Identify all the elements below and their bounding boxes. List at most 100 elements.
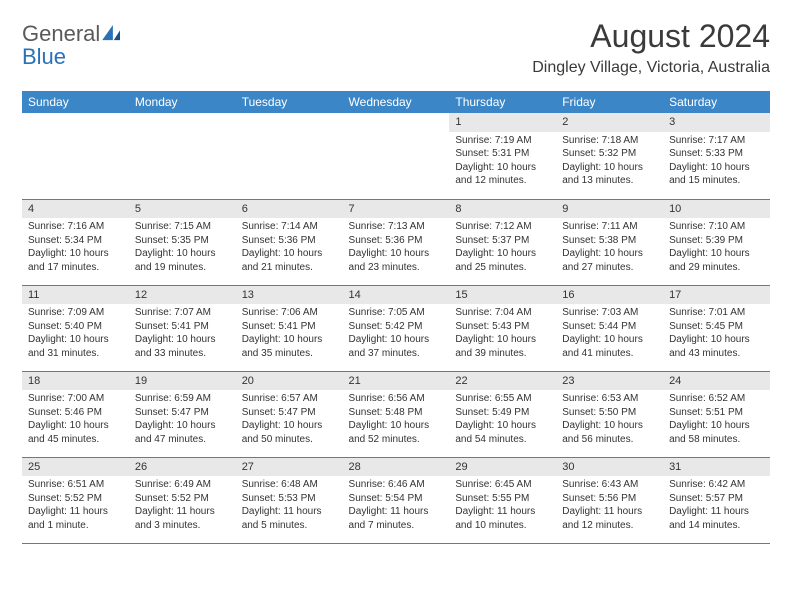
calendar-day-cell: 13Sunrise: 7:06 AMSunset: 5:41 PMDayligh… xyxy=(236,285,343,371)
day-dl2: and 10 minutes. xyxy=(455,519,550,533)
day-dl2: and 19 minutes. xyxy=(135,261,230,275)
day-dl2: and 7 minutes. xyxy=(349,519,444,533)
day-ss: Sunset: 5:37 PM xyxy=(455,234,550,248)
calendar-day-cell: 9Sunrise: 7:11 AMSunset: 5:38 PMDaylight… xyxy=(556,199,663,285)
day-details: Sunrise: 6:57 AMSunset: 5:47 PMDaylight:… xyxy=(236,390,343,450)
weekday-header: Thursday xyxy=(449,91,556,113)
day-sr: Sunrise: 7:13 AM xyxy=(349,220,444,234)
day-sr: Sunrise: 6:49 AM xyxy=(135,478,230,492)
day-number: 19 xyxy=(129,372,236,391)
day-sr: Sunrise: 7:09 AM xyxy=(28,306,123,320)
day-dl2: and 54 minutes. xyxy=(455,433,550,447)
day-dl2: and 12 minutes. xyxy=(562,519,657,533)
day-number: 13 xyxy=(236,286,343,305)
calendar-day-cell: 20Sunrise: 6:57 AMSunset: 5:47 PMDayligh… xyxy=(236,371,343,457)
calendar-day-cell xyxy=(129,113,236,199)
day-dl1: Daylight: 10 hours xyxy=(455,161,550,175)
day-ss: Sunset: 5:47 PM xyxy=(242,406,337,420)
day-dl2: and 23 minutes. xyxy=(349,261,444,275)
day-ss: Sunset: 5:55 PM xyxy=(455,492,550,506)
day-ss: Sunset: 5:57 PM xyxy=(669,492,764,506)
day-ss: Sunset: 5:54 PM xyxy=(349,492,444,506)
day-sr: Sunrise: 6:56 AM xyxy=(349,392,444,406)
day-ss: Sunset: 5:33 PM xyxy=(669,147,764,161)
weekday-header: Monday xyxy=(129,91,236,113)
day-sr: Sunrise: 6:48 AM xyxy=(242,478,337,492)
day-number: 4 xyxy=(22,200,129,219)
day-number: 12 xyxy=(129,286,236,305)
sail-icon xyxy=(102,22,122,45)
day-dl1: Daylight: 10 hours xyxy=(242,247,337,261)
day-sr: Sunrise: 6:57 AM xyxy=(242,392,337,406)
calendar-day-cell: 28Sunrise: 6:46 AMSunset: 5:54 PMDayligh… xyxy=(343,457,450,543)
calendar-week-row: 1Sunrise: 7:19 AMSunset: 5:31 PMDaylight… xyxy=(22,113,770,199)
day-dl2: and 1 minute. xyxy=(28,519,123,533)
day-dl1: Daylight: 10 hours xyxy=(455,247,550,261)
calendar-day-cell: 24Sunrise: 6:52 AMSunset: 5:51 PMDayligh… xyxy=(663,371,770,457)
calendar-day-cell: 11Sunrise: 7:09 AMSunset: 5:40 PMDayligh… xyxy=(22,285,129,371)
weekday-header: Wednesday xyxy=(343,91,450,113)
day-sr: Sunrise: 6:51 AM xyxy=(28,478,123,492)
day-details: Sunrise: 6:48 AMSunset: 5:53 PMDaylight:… xyxy=(236,476,343,536)
day-ss: Sunset: 5:32 PM xyxy=(562,147,657,161)
weekday-header-row: Sunday Monday Tuesday Wednesday Thursday… xyxy=(22,91,770,113)
weekday-header: Friday xyxy=(556,91,663,113)
day-details: Sunrise: 6:59 AMSunset: 5:47 PMDaylight:… xyxy=(129,390,236,450)
calendar-day-cell: 12Sunrise: 7:07 AMSunset: 5:41 PMDayligh… xyxy=(129,285,236,371)
day-details: Sunrise: 7:11 AMSunset: 5:38 PMDaylight:… xyxy=(556,218,663,278)
day-dl2: and 41 minutes. xyxy=(562,347,657,361)
calendar-day-cell: 17Sunrise: 7:01 AMSunset: 5:45 PMDayligh… xyxy=(663,285,770,371)
calendar-day-cell xyxy=(22,113,129,199)
day-sr: Sunrise: 7:07 AM xyxy=(135,306,230,320)
day-details: Sunrise: 7:05 AMSunset: 5:42 PMDaylight:… xyxy=(343,304,450,364)
calendar-day-cell: 8Sunrise: 7:12 AMSunset: 5:37 PMDaylight… xyxy=(449,199,556,285)
calendar-table: Sunday Monday Tuesday Wednesday Thursday… xyxy=(22,91,770,544)
day-ss: Sunset: 5:48 PM xyxy=(349,406,444,420)
calendar-week-row: 25Sunrise: 6:51 AMSunset: 5:52 PMDayligh… xyxy=(22,457,770,543)
day-sr: Sunrise: 7:12 AM xyxy=(455,220,550,234)
day-number: 2 xyxy=(556,113,663,132)
calendar-day-cell: 19Sunrise: 6:59 AMSunset: 5:47 PMDayligh… xyxy=(129,371,236,457)
day-dl1: Daylight: 10 hours xyxy=(669,247,764,261)
day-dl1: Daylight: 10 hours xyxy=(242,333,337,347)
day-dl1: Daylight: 10 hours xyxy=(669,333,764,347)
day-number: 30 xyxy=(556,458,663,477)
day-dl2: and 15 minutes. xyxy=(669,174,764,188)
day-number: 3 xyxy=(663,113,770,132)
calendar-day-cell: 7Sunrise: 7:13 AMSunset: 5:36 PMDaylight… xyxy=(343,199,450,285)
day-dl1: Daylight: 11 hours xyxy=(455,505,550,519)
day-dl1: Daylight: 11 hours xyxy=(562,505,657,519)
day-details: Sunrise: 7:03 AMSunset: 5:44 PMDaylight:… xyxy=(556,304,663,364)
calendar-week-row: 18Sunrise: 7:00 AMSunset: 5:46 PMDayligh… xyxy=(22,371,770,457)
calendar-day-cell: 25Sunrise: 6:51 AMSunset: 5:52 PMDayligh… xyxy=(22,457,129,543)
day-dl1: Daylight: 10 hours xyxy=(135,247,230,261)
day-details: Sunrise: 6:53 AMSunset: 5:50 PMDaylight:… xyxy=(556,390,663,450)
calendar-day-cell: 2Sunrise: 7:18 AMSunset: 5:32 PMDaylight… xyxy=(556,113,663,199)
day-number: 22 xyxy=(449,372,556,391)
day-sr: Sunrise: 7:16 AM xyxy=(28,220,123,234)
day-number: 23 xyxy=(556,372,663,391)
day-details: Sunrise: 7:19 AMSunset: 5:31 PMDaylight:… xyxy=(449,132,556,192)
calendar-day-cell: 21Sunrise: 6:56 AMSunset: 5:48 PMDayligh… xyxy=(343,371,450,457)
day-sr: Sunrise: 7:11 AM xyxy=(562,220,657,234)
day-dl2: and 21 minutes. xyxy=(242,261,337,275)
day-dl1: Daylight: 10 hours xyxy=(455,419,550,433)
day-ss: Sunset: 5:46 PM xyxy=(28,406,123,420)
day-details: Sunrise: 7:04 AMSunset: 5:43 PMDaylight:… xyxy=(449,304,556,364)
day-details: Sunrise: 7:09 AMSunset: 5:40 PMDaylight:… xyxy=(22,304,129,364)
day-number: 5 xyxy=(129,200,236,219)
calendar-day-cell: 31Sunrise: 6:42 AMSunset: 5:57 PMDayligh… xyxy=(663,457,770,543)
day-dl2: and 29 minutes. xyxy=(669,261,764,275)
day-ss: Sunset: 5:34 PM xyxy=(28,234,123,248)
day-ss: Sunset: 5:44 PM xyxy=(562,320,657,334)
day-sr: Sunrise: 7:04 AM xyxy=(455,306,550,320)
calendar-day-cell: 14Sunrise: 7:05 AMSunset: 5:42 PMDayligh… xyxy=(343,285,450,371)
calendar-day-cell: 6Sunrise: 7:14 AMSunset: 5:36 PMDaylight… xyxy=(236,199,343,285)
day-number: 7 xyxy=(343,200,450,219)
day-dl2: and 39 minutes. xyxy=(455,347,550,361)
day-dl1: Daylight: 10 hours xyxy=(562,161,657,175)
day-dl1: Daylight: 11 hours xyxy=(135,505,230,519)
day-details: Sunrise: 7:00 AMSunset: 5:46 PMDaylight:… xyxy=(22,390,129,450)
day-ss: Sunset: 5:45 PM xyxy=(669,320,764,334)
calendar-day-cell: 22Sunrise: 6:55 AMSunset: 5:49 PMDayligh… xyxy=(449,371,556,457)
